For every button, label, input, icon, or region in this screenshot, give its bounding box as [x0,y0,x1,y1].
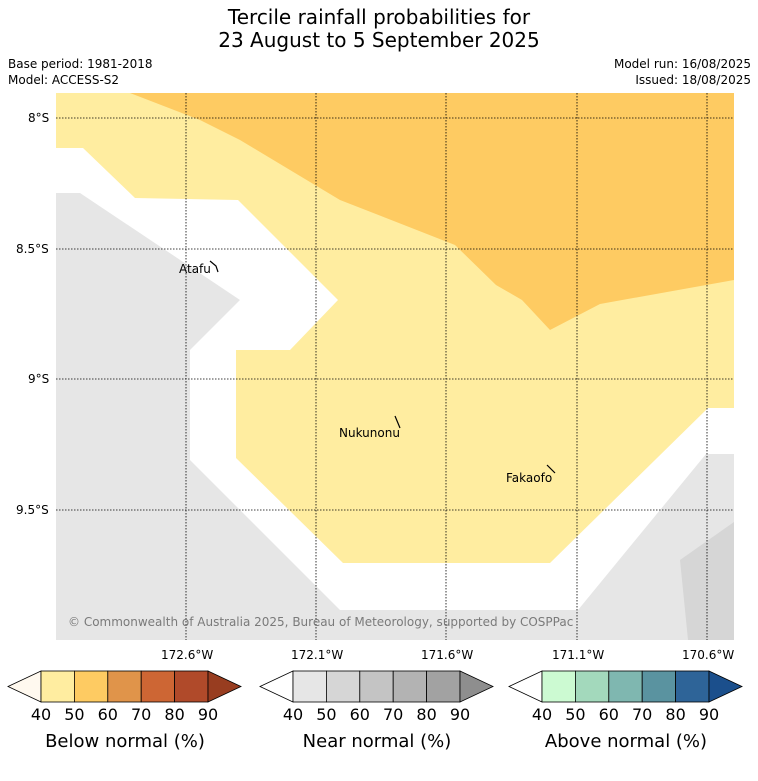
colorbar-above-tick: 60 [598,705,619,724]
colorbar-below-segment [174,670,209,703]
colorbar-below-segment [107,670,142,703]
colorbar-above-tick: 80 [665,705,686,724]
colorbar-below-tick: 60 [97,705,118,724]
colorbar-label-below: Below normal (%) [45,731,205,752]
colorbar-above-tick: 90 [698,705,720,724]
base-period: Base period: 1981-2018 [8,57,153,71]
colorbar-above-segment [608,670,643,703]
model-name: Model: ACCESS-S2 [8,73,120,87]
colorbar-near-segment [359,670,394,703]
colorbar-below-extend-high [207,670,242,703]
near-normal-region [680,522,734,640]
lon-label-171-6w: 171.6°W [421,648,474,662]
colorbar-near-segment [392,670,428,703]
colorbar-above-extend-low [508,670,543,703]
colorbar-above-segment [675,670,710,703]
lon-label-172-6w: 172.6°W [161,648,214,662]
issued-date: Issued: 18/08/2025 [635,73,751,87]
nukunonu-island-shape [394,415,401,429]
lat-label-8-5s: 8.5°S [16,242,49,256]
colorbar-near-tick: 60 [349,705,370,724]
colorbar-below-segment [40,670,75,703]
place-label-nukunonu: Nukunonu [339,426,400,440]
colorbar-near-extend-low [259,670,294,703]
colorbar-below-tick: 80 [164,705,185,724]
colorbar-near-segment [325,670,361,703]
lon-label-172-1w: 172.1°W [291,648,344,662]
colorbar-near-tick: 50 [316,705,337,724]
colorbar-label-near: Near normal (%) [302,731,452,752]
lon-label-171-1w: 171.1°W [552,648,605,662]
map-title-line2: 23 August to 5 September 2025 [218,28,540,52]
copyright-notice: © Commonwealth of Australia 2025, Bureau… [68,615,574,629]
colorbar-near-extend-high [459,670,494,703]
colorbar-above-tick: 40 [531,705,553,724]
fakaofo-island-shape [546,464,556,474]
colorbar-near-tick: 80 [416,705,437,724]
colorbar-below-extend-low [7,670,42,703]
lat-label-9s: 9°S [28,372,50,386]
colorbar-below-tick: 40 [30,705,52,724]
colorbar-above-tick: 50 [565,705,586,724]
lon-label-170-6w: 170.6°W [682,648,735,662]
place-label-atafu: Atafu [179,262,211,276]
atafu-island-shape [209,260,219,273]
colorbar-above-extend-high [708,670,743,703]
map-title-line1: Tercile rainfall probabilities for [227,5,531,29]
graticule [56,93,734,640]
colorbar-below-tick: 70 [131,705,152,724]
colorbar-near-tick: 40 [282,705,304,724]
colorbar-above-segment [641,670,677,703]
colorbar-near-tick: 70 [383,705,404,724]
colorbar-above-segment [575,670,610,703]
model-run: Model run: 16/08/2025 [613,57,751,71]
colorbar-near-tick: 90 [449,705,471,724]
below-normal-50-60-region [130,93,734,330]
colorbar-below-segment [74,670,109,703]
lat-label-8s: 8°S [28,111,50,125]
place-label-fakaofo: Fakaofo [506,471,553,485]
colorbar-near-segment [426,670,461,703]
colorbar-below-tick: 90 [197,705,219,724]
colorbar-near-segment [292,670,327,703]
colorbar-above-tick: 70 [632,705,653,724]
colorbar-below-tick: 50 [64,705,85,724]
colorbar-above-segment [541,670,576,703]
colorbar-label-above: Above normal (%) [544,731,708,752]
lat-label-9-5s: 9.5°S [16,503,49,517]
colorbar-below-segment [140,670,175,703]
